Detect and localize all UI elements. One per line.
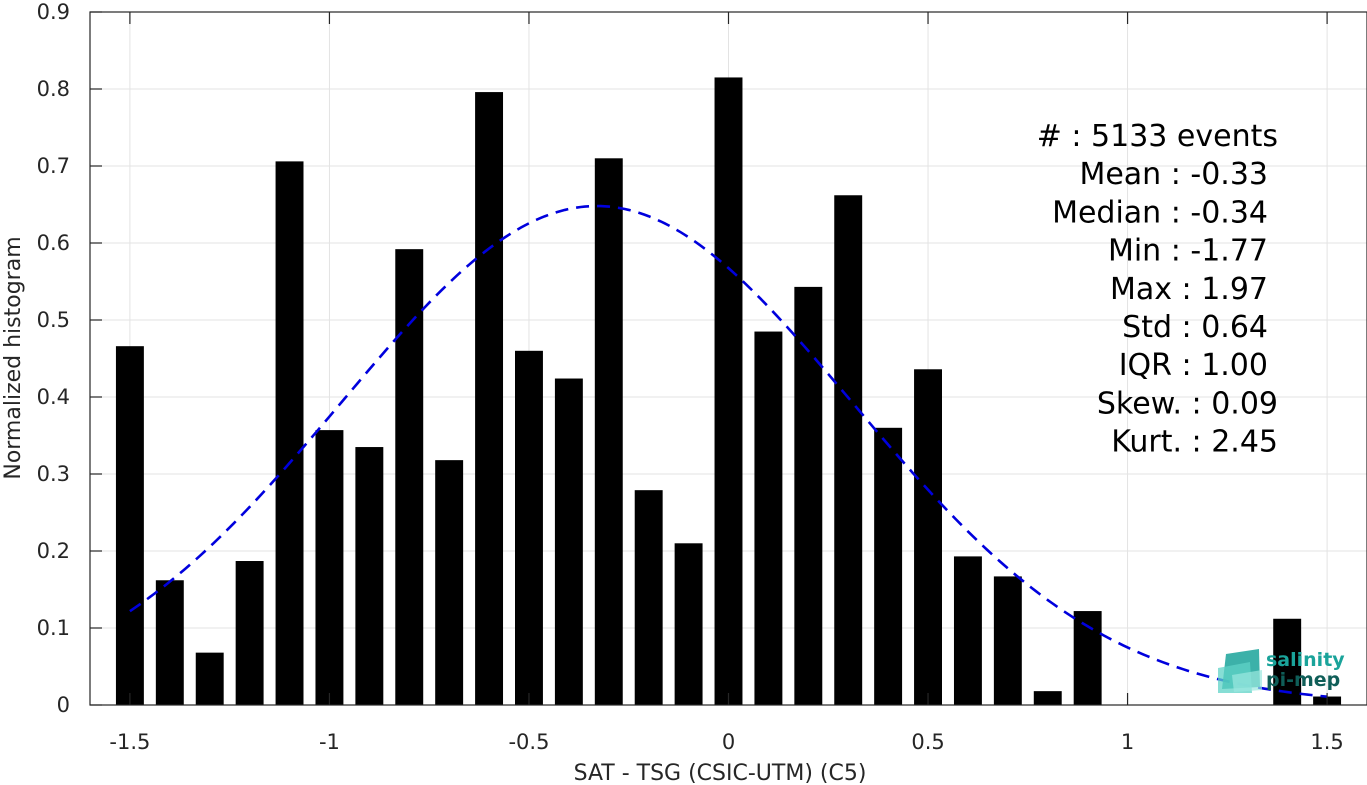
stat-line: Kurt. : 2.45 [1111, 425, 1278, 460]
x-tick-label: -1 [319, 730, 340, 754]
histogram-bars [115, 77, 1342, 706]
normal-fit-curve [129, 204, 1328, 698]
histogram-bar [634, 490, 663, 705]
x-tick-label: 0 [722, 730, 735, 754]
y-tick-label: 0.7 [37, 154, 70, 178]
histogram-bar [155, 580, 184, 705]
histogram-bar [435, 460, 464, 705]
y-tick-label: 0.6 [37, 231, 70, 255]
logo-line2: pi-mep [1266, 669, 1340, 691]
y-tick-label: 0.3 [37, 462, 70, 486]
stat-line: Mean : -0.33 [1079, 157, 1268, 192]
histogram-bar [235, 561, 264, 705]
y-axis-label: Normalized histogram [1, 236, 26, 479]
stat-line: Std : 0.64 [1122, 310, 1268, 345]
histogram-bar [754, 331, 783, 705]
x-tick-label: 0.5 [911, 730, 944, 754]
histogram-bar [275, 161, 304, 705]
y-tick-label: 0.1 [37, 616, 70, 640]
salinity-pimep-logo: salinity pi-mep [1218, 649, 1345, 693]
x-tick-label: 1 [1121, 730, 1134, 754]
stat-line: Skew. : 0.09 [1097, 386, 1278, 421]
histogram-bar [475, 92, 504, 705]
histogram-bar [315, 430, 344, 705]
stat-line: # : 5133 events [1037, 119, 1278, 154]
histogram-bar [874, 427, 903, 705]
histogram-bar [395, 249, 424, 705]
tick-labels: -1.5 -1 -0.5 0 0.5 1 1.5 0 0.1 0.2 0.3 0.4 0.5 0.6 0.7… [37, 0, 1344, 754]
histogram-bar [1273, 618, 1302, 705]
y-tick-label: 0.8 [37, 77, 70, 101]
histogram-bar [515, 350, 543, 705]
histogram-bar [834, 195, 863, 705]
logo-line1: salinity [1266, 649, 1345, 671]
histogram-bar [1033, 691, 1062, 705]
axes [89, 11, 1367, 706]
logo-mark-icon [1218, 649, 1262, 693]
histogram-bar [115, 346, 144, 705]
stat-line: Max : 1.97 [1110, 272, 1268, 307]
x-tick-label: -0.5 [508, 730, 549, 754]
histogram-bar [993, 576, 1022, 705]
stat-line: Median : -0.34 [1052, 195, 1268, 230]
x-tick-label: 1.5 [1310, 730, 1343, 754]
y-tick-label: 0.5 [37, 308, 70, 332]
y-tick-label: 0.2 [37, 539, 70, 563]
histogram-bar [554, 378, 583, 705]
histogram-bar [195, 652, 224, 705]
histogram-bar [674, 543, 703, 705]
x-tick-label: -1.5 [109, 730, 150, 754]
stat-line: Min : -1.77 [1108, 234, 1268, 269]
y-tick-label: 0 [57, 693, 70, 717]
histogram-bar [794, 286, 823, 705]
histogram-bar [914, 369, 942, 705]
x-axis-label: SAT - TSG (CSIC-UTM) (C5) [574, 761, 867, 785]
histogram-bar [355, 447, 384, 705]
stat-line: IQR : 1.00 [1119, 348, 1268, 383]
histogram-bar [714, 77, 743, 705]
y-tick-label: 0.4 [37, 385, 70, 409]
histogram-bar [953, 556, 982, 705]
y-tick-label: 0.9 [37, 0, 70, 24]
histogram-bar [594, 158, 623, 706]
